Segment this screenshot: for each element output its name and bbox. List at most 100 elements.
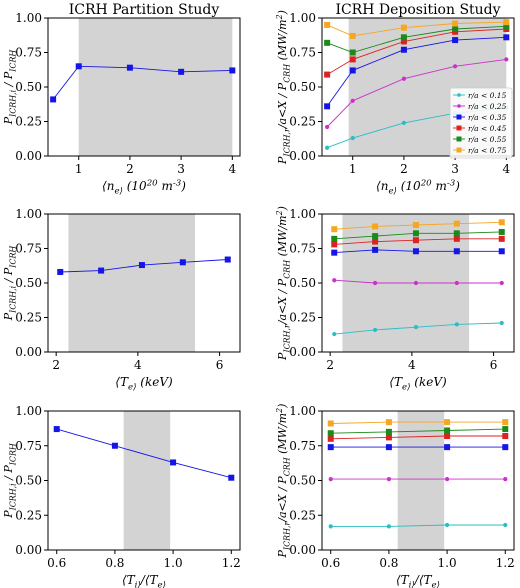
data-point [453,220,460,227]
y-tick-label: 0.00 [15,543,42,557]
series-6 [327,419,509,427]
data-point [454,280,459,286]
data-point [413,325,419,330]
data-point [332,278,337,283]
data-point [452,20,459,27]
y-tick-label: 1.00 [15,404,42,418]
data-point [400,38,407,45]
legend-label: r/a < 0.45 [468,124,507,133]
y-tick-label: 0.75 [15,242,42,256]
series-6 [331,219,505,233]
series-2 [332,278,504,286]
data-point [350,135,355,141]
data-point [179,259,186,266]
x-tick-label: 4 [408,358,416,372]
data-point [386,477,392,482]
data-point [332,331,337,337]
data-point [385,434,392,441]
data-point [503,34,510,41]
y-tick-label: 1.00 [289,207,316,221]
legend-item: r/a < 0.45 [453,124,507,133]
x-tick-label: 1.0 [438,556,457,570]
data-point [228,474,235,481]
legend-label: r/a < 0.35 [468,113,507,122]
series-3 [327,444,509,451]
data-point [400,46,407,53]
chart-p5: 0.00 0.25 0.50 0.75 1.00 0.6 0.8 1.0 1.2 ⟨Ti⟩/⟨Te… [2,404,241,588]
y-tick-label: 0.25 [289,508,316,522]
legend-label: r/a < 0.75 [468,146,507,155]
legend-label: r/a < 0.25 [468,102,507,111]
data-point [75,63,82,70]
y-axis-label: PICRH,r/a<X / PCRH (MW/m2) [275,404,291,559]
chart-title: ICRH Partition Study [69,2,220,18]
data-point [50,96,57,103]
data-point [413,280,419,286]
x-tick-label: 2 [400,162,408,176]
data-point [401,120,407,125]
y-tick-label: 0.25 [289,311,316,325]
y-axis-label: PICRH,i / PICRH [2,442,17,519]
data-point [498,235,505,242]
y-axis-label: PICRH,r/a<X / PCRH (MW/m2) [275,206,291,361]
legend-marker [456,136,462,142]
y-tick-label: 0.25 [15,115,42,129]
x-axis-label: ⟨Te⟩ (keV) [389,375,447,393]
legend-item: r/a < 0.35 [453,113,507,122]
shaded-region [397,411,445,550]
data-point [502,444,509,451]
data-point [412,237,419,244]
series-6 [324,19,510,39]
chart-p2: 0.00 0.25 0.50 0.75 1.00 1 2 3 4 ICRH Deposition … [275,2,515,197]
x-axis-label: ⟨Te⟩ (keV) [115,375,173,393]
data-point [386,524,392,529]
y-tick-label: 0.75 [289,46,316,60]
series-1 [328,522,508,529]
legend-label: r/a < 0.15 [468,91,507,100]
shaded-region [68,214,196,352]
data-point [385,428,392,435]
x-tick-label: 2 [52,358,60,372]
data-point [372,233,379,240]
series-1 [57,256,231,275]
series-2 [328,477,508,482]
y-tick-label: 0.75 [289,242,316,256]
data-point [453,248,460,255]
data-point [324,39,331,46]
series-1 [53,426,235,481]
y-axis-label: PICRH,i / PICRH [2,245,17,322]
data-point [454,322,459,327]
data-point [498,248,505,255]
y-tick-label: 0.50 [15,276,42,290]
x-tick-label: 0.6 [47,556,66,570]
y-tick-label: 1.00 [289,404,316,418]
x-axis-label: ⟨ne⟩ (1020 m-3) [376,178,460,196]
data-point [325,124,330,130]
data-point [504,57,509,62]
x-tick-label: 6 [216,358,224,372]
x-tick-label: 1.0 [164,556,183,570]
x-tick-label: 6 [490,358,498,372]
y-tick-label: 0.25 [15,311,42,325]
data-point [372,223,379,230]
x-tick-label: 1 [349,162,357,176]
y-tick-label: 0.50 [289,474,316,488]
series-3 [324,34,510,110]
data-point [178,68,185,75]
y-axis-label: PICRH,i / PICRH [2,49,17,126]
y-tick-label: 0.50 [15,80,42,94]
data-point [324,103,331,110]
data-point [499,320,504,326]
data-point [324,71,331,78]
data-point [53,426,60,433]
data-point [452,26,459,33]
data-point [401,76,407,81]
data-point [452,37,459,44]
y-tick-label: 0.00 [289,543,316,557]
y-axis-label: PICRH,r/a<X / PCRH (MW/m2) [275,10,291,165]
data-point [385,419,392,426]
data-point [331,235,338,242]
series-line [330,524,506,527]
data-point [498,219,505,226]
series-line [330,421,506,424]
